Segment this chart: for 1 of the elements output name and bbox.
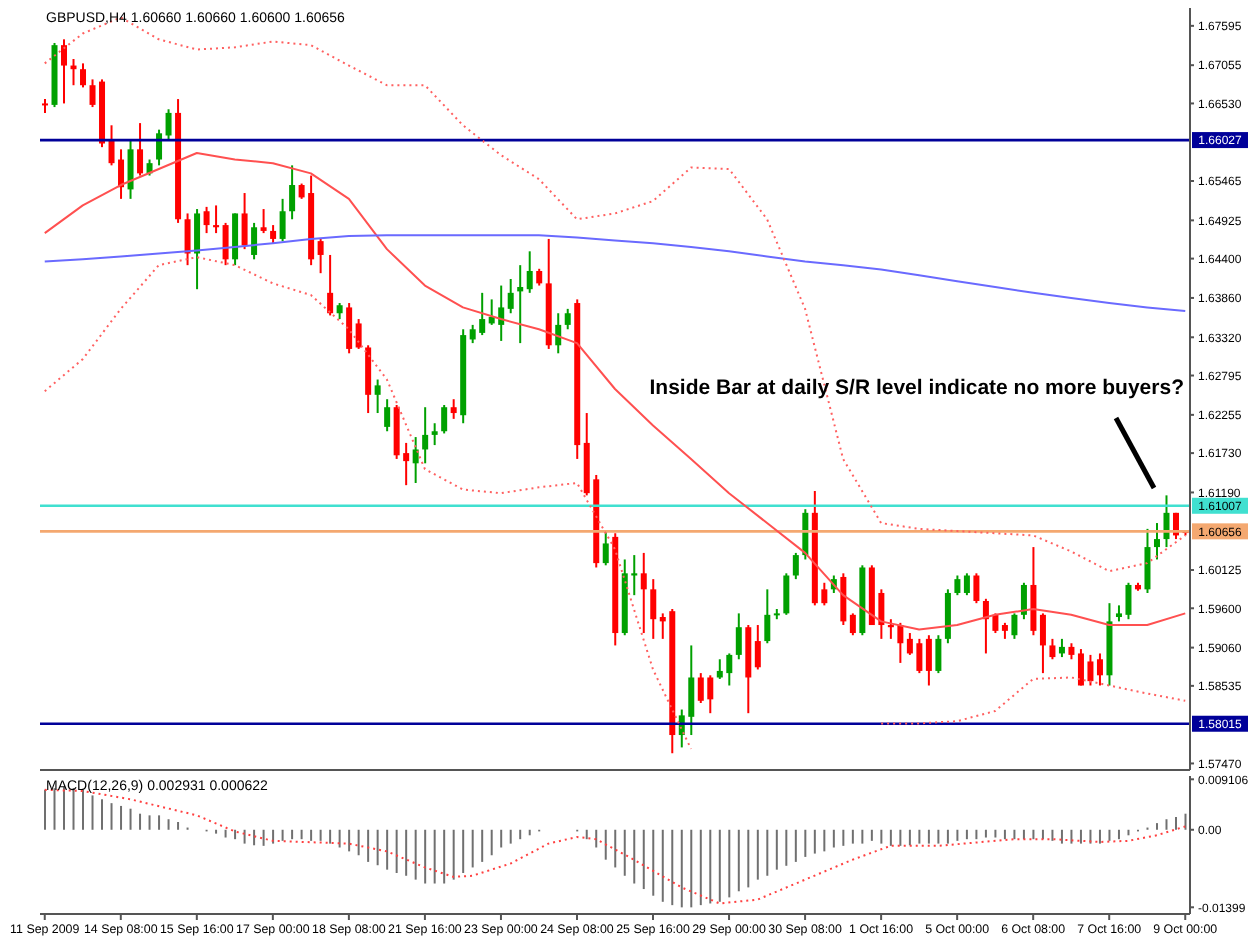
annotation: Inside Bar at daily S/R level indicate no more buyers?	[649, 376, 1184, 400]
